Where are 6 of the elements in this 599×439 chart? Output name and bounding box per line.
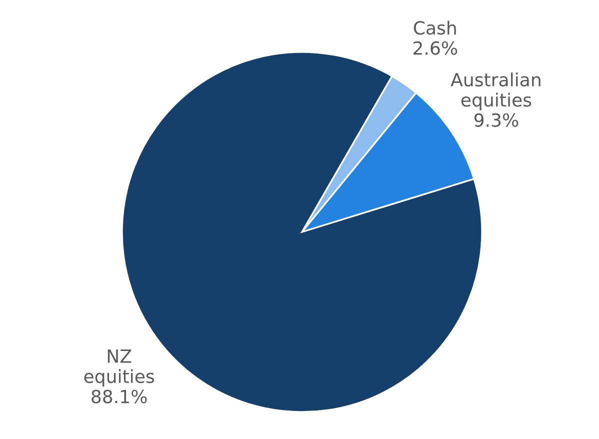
data-label: 2.6% [414, 41, 458, 55]
slice-label: Cash [414, 20, 456, 35]
data-label: 9.3% [474, 113, 518, 127]
slice-label: NZ equities [84, 350, 154, 387]
data-label: 88.1% [92, 390, 147, 404]
slice-label: Australian equities [450, 72, 540, 110]
